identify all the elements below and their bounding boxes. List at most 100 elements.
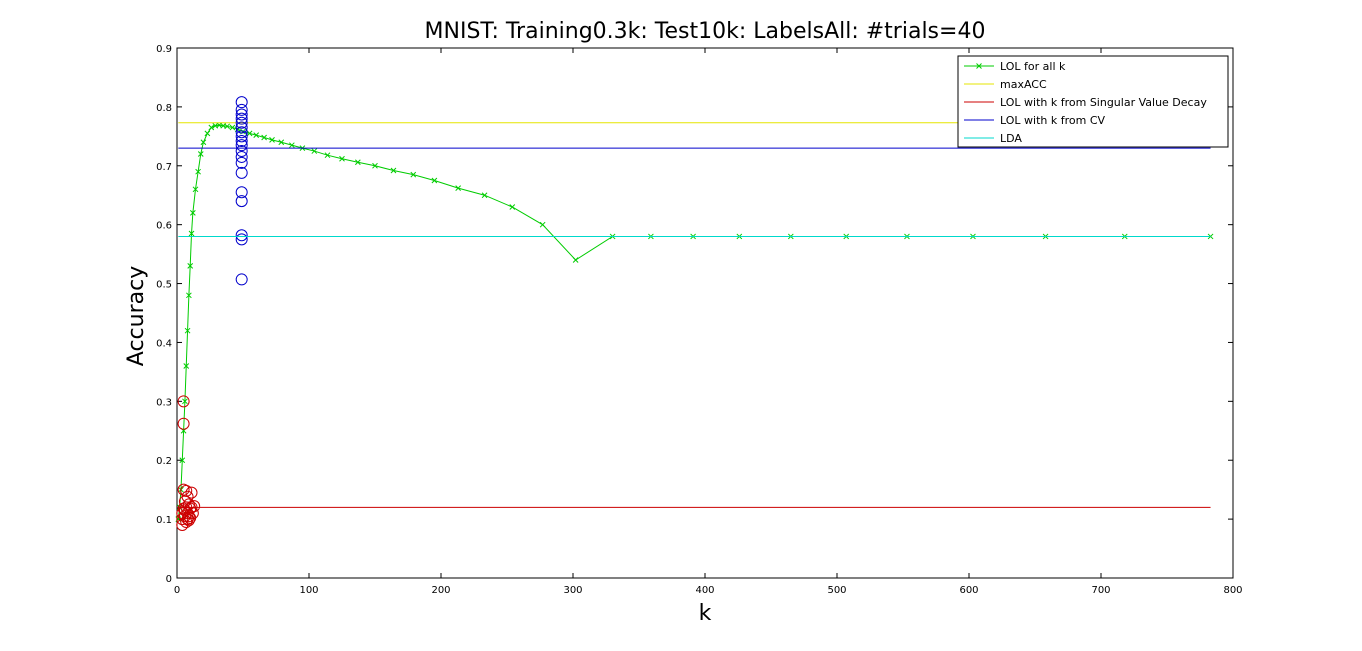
y-tick-label: 0.7 xyxy=(156,162,172,173)
data-point xyxy=(410,171,417,178)
data-point-circle xyxy=(235,166,248,179)
x-tick-label: 500 xyxy=(827,585,846,596)
data-point-circle xyxy=(235,273,248,286)
chart-title: MNIST: Training0.3k: Test10k: LabelsAll:… xyxy=(425,19,986,44)
data-point-circle xyxy=(185,486,198,499)
data-point-circle xyxy=(235,108,248,121)
x-tick-label: 0 xyxy=(174,585,180,596)
data-point xyxy=(539,221,546,228)
data-point xyxy=(195,168,201,175)
y-tick-label: 0.2 xyxy=(156,456,172,467)
data-point-circle xyxy=(235,156,248,169)
data-point xyxy=(179,457,186,464)
data-point-circle xyxy=(180,484,193,497)
data-point-circle xyxy=(235,116,248,129)
data-point xyxy=(572,257,579,263)
data-point-circle xyxy=(177,395,190,408)
data-point-circle xyxy=(235,139,248,152)
x-axis-label: k xyxy=(699,601,712,626)
data-point-circle xyxy=(182,514,195,527)
data-point xyxy=(188,230,195,237)
y-tick-label: 0 xyxy=(166,574,172,585)
data-point xyxy=(509,204,516,210)
y-tick-label: 0.8 xyxy=(156,103,172,114)
legend-box xyxy=(957,55,1229,148)
data-point-circle xyxy=(235,121,248,134)
data-point xyxy=(324,152,331,159)
legend-entry: LOL with k from Singular Value Decay xyxy=(964,96,1207,109)
data-point xyxy=(288,142,295,149)
y-tick-label: 0.6 xyxy=(156,221,172,232)
legend-label: LDA xyxy=(1000,132,1022,145)
data-point-circle xyxy=(177,417,190,430)
data-point xyxy=(354,159,361,166)
data-point xyxy=(186,292,192,299)
x-tick-label: 300 xyxy=(563,585,582,596)
data-point xyxy=(253,132,260,139)
y-tick-label: 0.1 xyxy=(156,515,172,526)
data-point xyxy=(208,124,215,131)
y-tick-label: 0.3 xyxy=(156,397,172,408)
data-point xyxy=(192,186,199,193)
data-point-circle xyxy=(235,150,248,163)
data-point xyxy=(182,398,188,405)
x-tick-label: 200 xyxy=(431,585,450,596)
data-point xyxy=(183,363,190,369)
legend-entry: LDA xyxy=(964,132,1022,145)
data-point-circle xyxy=(182,510,195,523)
data-point xyxy=(224,123,231,130)
data-point xyxy=(261,134,267,141)
data-point-circle xyxy=(235,145,248,158)
y-tick-label: 0.5 xyxy=(156,280,172,291)
data-point xyxy=(372,162,378,169)
y-axis-label: Accuracy xyxy=(124,266,149,366)
legend-entry: maxACC xyxy=(964,78,1047,91)
data-point xyxy=(311,148,318,154)
x-tick-label: 100 xyxy=(299,585,318,596)
y-tick-label: 0.9 xyxy=(156,44,172,55)
legend-entry: LOL with k from CV xyxy=(964,114,1105,127)
data-point-circle xyxy=(235,96,248,109)
data-point xyxy=(431,177,438,184)
x-tick-label: 700 xyxy=(1091,585,1110,596)
data-point xyxy=(390,167,397,174)
data-point xyxy=(189,210,196,216)
x-tick-label: 600 xyxy=(959,585,978,596)
data-point xyxy=(269,137,275,143)
data-point xyxy=(184,327,191,334)
legend-label: maxACC xyxy=(1000,78,1047,91)
data-point-circle xyxy=(178,504,191,517)
x-tick-label: 400 xyxy=(695,585,714,596)
series-layer xyxy=(175,96,1214,531)
data-point xyxy=(481,192,488,199)
data-point-circle xyxy=(235,195,248,208)
data-point-circle xyxy=(235,126,248,139)
data-point-circle xyxy=(235,233,248,246)
data-point xyxy=(187,263,194,269)
data-point-circle xyxy=(181,490,194,503)
data-point-circle xyxy=(235,130,248,143)
data-point xyxy=(278,139,285,146)
data-point-circle xyxy=(235,112,248,125)
legend-label: LOL for all k xyxy=(1000,60,1066,73)
legend-label: LOL with k from Singular Value Decay xyxy=(1000,96,1207,109)
ticks-layer: 0 100 200 300 400 500 600 700 800 0 0.1 0.2 0.3 0.4 0.… xyxy=(156,44,1242,596)
data-point-circle xyxy=(235,103,248,116)
data-point xyxy=(455,185,462,192)
x-tick-label: 800 xyxy=(1223,585,1242,596)
data-point xyxy=(229,124,236,131)
data-point-circle xyxy=(235,186,248,199)
legend: LOL for all k maxACC LOL with k from Singu… xyxy=(957,55,1229,148)
legend-label: LOL with k from CV xyxy=(1000,114,1105,127)
data-point-circle xyxy=(186,507,199,520)
data-point xyxy=(246,130,253,137)
data-point xyxy=(197,151,204,157)
y-tick-label: 0.4 xyxy=(156,338,172,349)
data-point xyxy=(204,130,211,137)
legend-entry: LOL for all k xyxy=(964,60,1066,73)
data-point xyxy=(339,155,345,162)
data-point xyxy=(200,139,207,146)
data-point-circle xyxy=(235,229,248,242)
data-point-circle xyxy=(235,135,248,148)
